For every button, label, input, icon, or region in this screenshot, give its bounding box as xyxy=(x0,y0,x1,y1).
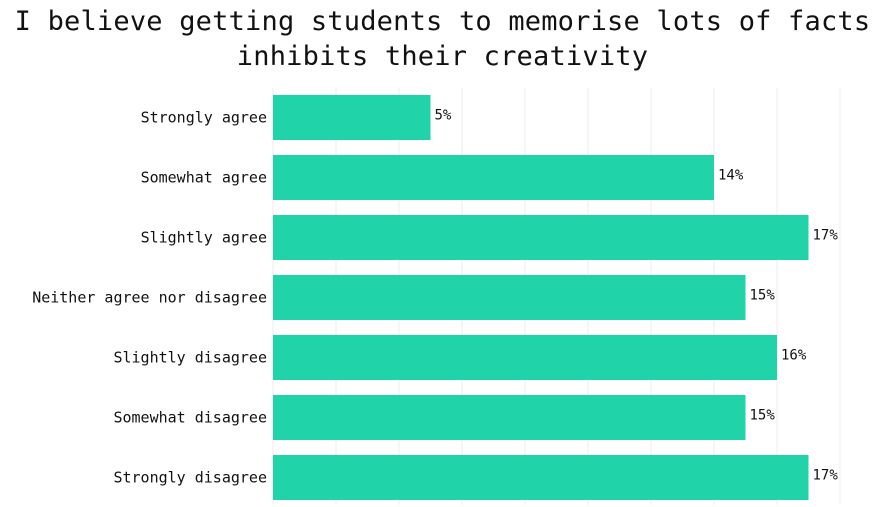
value-label: 17% xyxy=(813,228,839,244)
value-label: 16% xyxy=(781,348,807,364)
value-label: 15% xyxy=(750,288,776,304)
chart-title-line-1: I believe getting students to memorise l… xyxy=(14,6,871,37)
bar-somewhat-agree xyxy=(273,155,714,200)
bars xyxy=(273,95,809,500)
bar-somewhat-disagree xyxy=(273,395,746,440)
category-label: Strongly agree xyxy=(141,109,267,127)
chart-title: I believe getting students to memorise l… xyxy=(0,4,885,74)
bar-slightly-disagree xyxy=(273,335,777,380)
bar-slightly-agree xyxy=(273,215,809,260)
category-label: Strongly disagree xyxy=(113,469,267,487)
bar-strongly-disagree xyxy=(273,455,809,500)
value-label: 15% xyxy=(750,408,776,424)
category-label: Slightly disagree xyxy=(113,349,267,367)
value-label: 5% xyxy=(435,108,452,124)
category-label: Somewhat agree xyxy=(141,169,267,187)
value-labels: 5% 14% 17% 15% 16% 15% 17% xyxy=(435,108,839,484)
chart-title-line-2: inhibits their creativity xyxy=(236,41,649,72)
bar-neither-agree-nor-disagree xyxy=(273,275,746,320)
category-label: Neither agree nor disagree xyxy=(32,289,267,307)
category-label: Slightly agree xyxy=(141,229,267,247)
value-label: 14% xyxy=(718,168,744,184)
value-label: 17% xyxy=(813,468,839,484)
category-labels: Strongly agree Somewhat agree Slightly agr… xyxy=(32,109,267,487)
category-label: Somewhat disagree xyxy=(113,409,267,427)
bar-strongly-agree xyxy=(273,95,431,140)
